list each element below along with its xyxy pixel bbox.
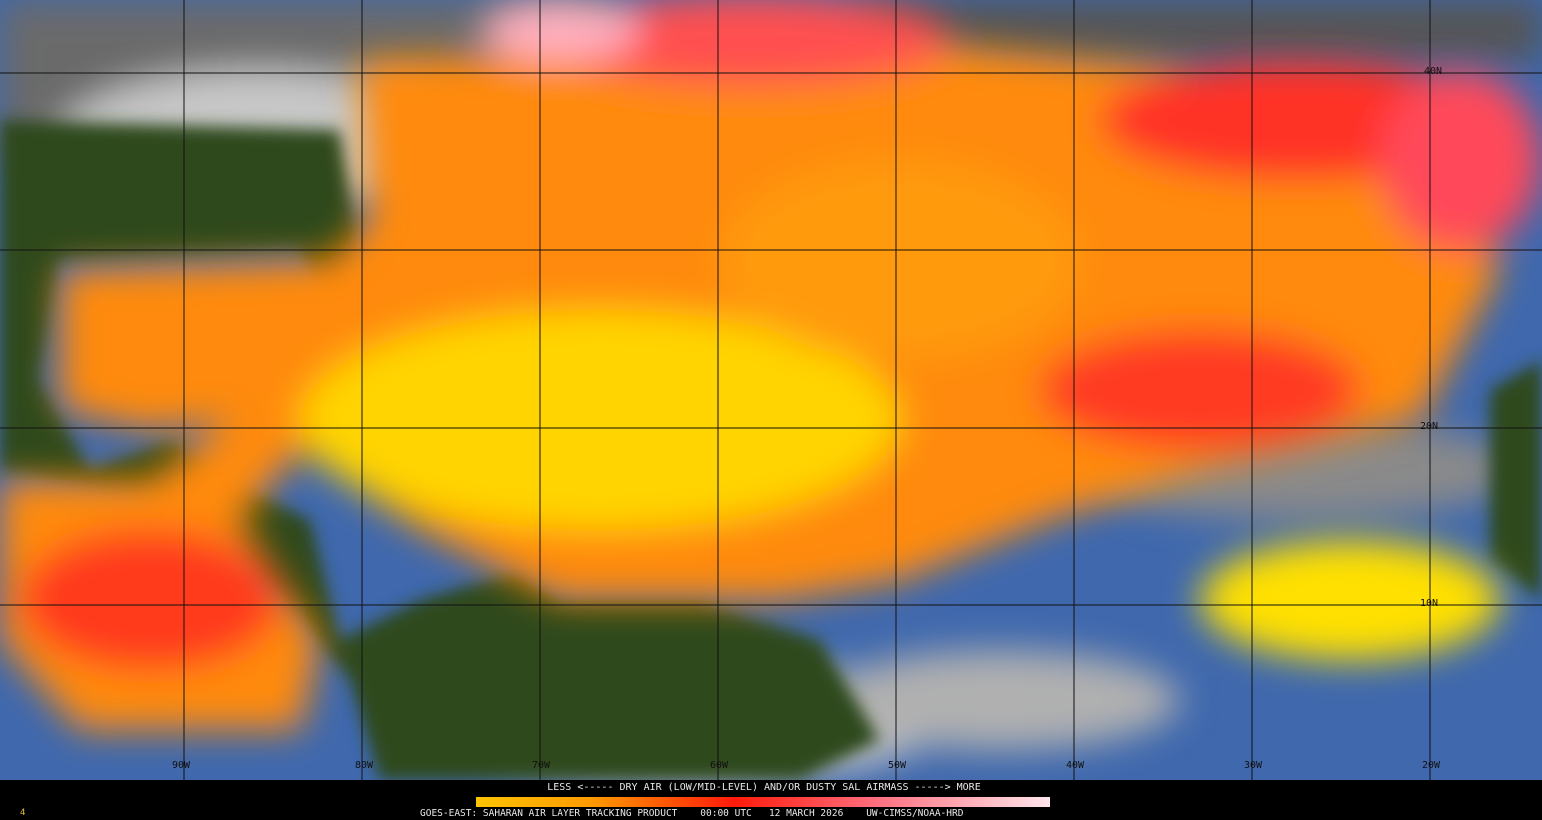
legend-title: LESS <----- DRY AIR (LOW/MID-LEVEL) AND/… <box>547 782 981 793</box>
product-name: GOES-EAST: SAHARAN AIR LAYER TRACKING PR… <box>420 808 678 819</box>
frame-number: 4 <box>20 808 26 818</box>
lon-label: 90W <box>172 760 191 771</box>
lon-label: 60W <box>710 760 729 771</box>
lon-label: 40W <box>1066 760 1085 771</box>
graticule <box>0 0 1542 780</box>
lon-label: 30W <box>1244 760 1263 771</box>
sal-airmass-plume <box>0 0 1540 730</box>
product-info: GOES-EAST: SAHARAN AIR LAYER TRACKING PR… <box>420 808 963 819</box>
lat-label: 40N <box>1424 66 1443 77</box>
lon-label: 20W <box>1422 760 1441 771</box>
lat-label: 10N <box>1420 598 1439 609</box>
lat-label: 20N <box>1420 421 1439 432</box>
sal-satellite-map <box>0 0 1542 780</box>
product-time: 00:00 UTC <box>700 808 752 819</box>
product-date: 12 MARCH 2026 <box>768 808 844 819</box>
lon-label: 70W <box>532 760 551 771</box>
color-scale-bar <box>476 797 1050 807</box>
lon-label: 80W <box>355 760 374 771</box>
product-credit: UW-CIMSS/NOAA-HRD <box>866 808 964 819</box>
lon-label: 50W <box>888 760 907 771</box>
